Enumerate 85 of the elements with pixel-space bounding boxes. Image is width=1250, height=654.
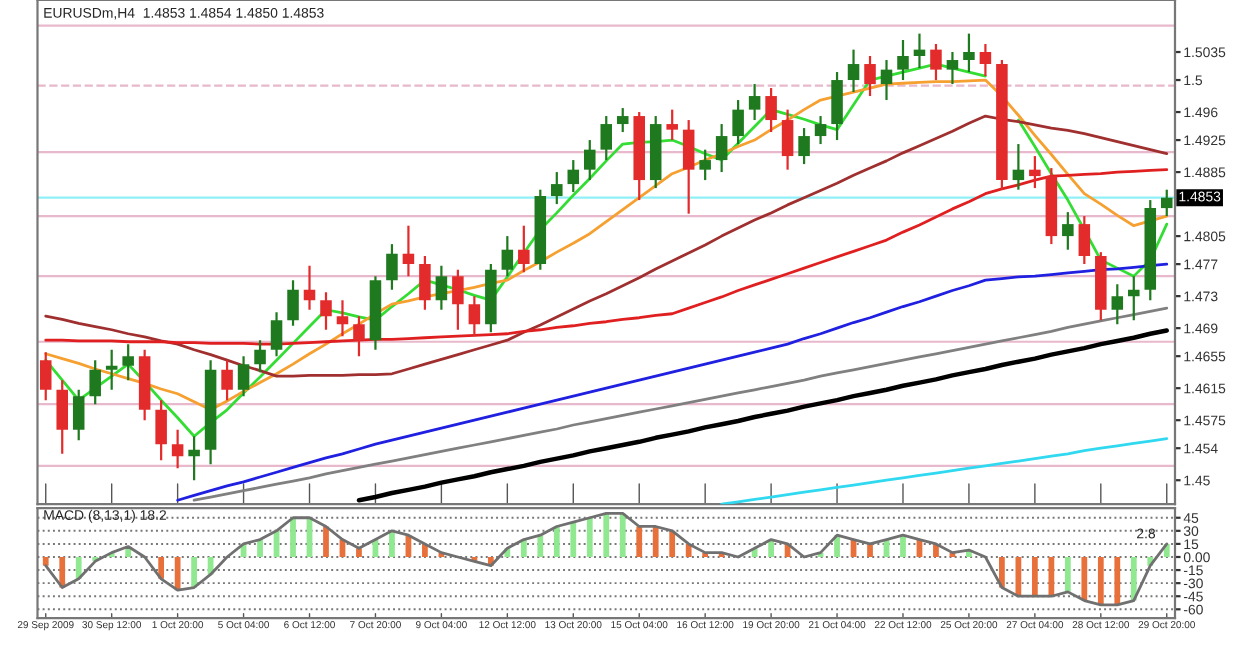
- bar: [1114, 556, 1121, 605]
- bar: [323, 526, 329, 557]
- candlestick: [122, 343, 134, 382]
- candlestick: [831, 70, 843, 142]
- candlestick: [221, 359, 233, 402]
- candlestick: [963, 32, 975, 74]
- candlestick: [56, 379, 68, 455]
- candlestick: [171, 428, 184, 470]
- candlestick: [765, 86, 777, 134]
- candlestick: [188, 435, 200, 482]
- bar: [1064, 556, 1071, 592]
- candlestick: [814, 114, 827, 146]
- candlestick: [930, 42, 942, 82]
- candlestick: [468, 295, 481, 338]
- candlestick: [1160, 188, 1173, 218]
- bar: [636, 526, 643, 557]
- candlestick: [897, 38, 909, 82]
- candlestick: [254, 339, 266, 374]
- candlestick: [946, 50, 959, 86]
- bar: [42, 556, 49, 566]
- bar: [389, 530, 395, 557]
- bar: [257, 539, 263, 557]
- bar: [1048, 556, 1055, 597]
- line-series: [44, 512, 1169, 607]
- candlestick: [715, 122, 728, 174]
- candlestick: [699, 148, 711, 182]
- candlestick: [270, 311, 283, 358]
- candlestick: [748, 82, 761, 122]
- bar: [520, 539, 527, 557]
- candlestick: [237, 355, 250, 398]
- candlestick: [155, 399, 167, 462]
- candlestick: [287, 279, 299, 327]
- candlestick: [320, 291, 332, 331]
- candlestick: [518, 224, 530, 274]
- line-series: [356, 328, 1169, 503]
- bar: [603, 513, 610, 557]
- bar: [174, 556, 181, 591]
- candlestick: [402, 224, 415, 278]
- candlestick: [39, 351, 52, 402]
- bar: [537, 535, 544, 557]
- candlestick: [336, 299, 349, 338]
- bar: [867, 543, 873, 557]
- candlestick: [303, 264, 316, 311]
- bar: [619, 513, 626, 557]
- bar: [570, 522, 577, 557]
- line-series: [176, 262, 1169, 502]
- bar: [1081, 556, 1088, 601]
- bar: [669, 530, 676, 557]
- candlestick: [880, 58, 893, 102]
- candlestick: [682, 118, 695, 215]
- bar: [290, 517, 296, 557]
- candlestick: [781, 108, 794, 171]
- candlestick: [551, 170, 563, 206]
- candlestick: [435, 264, 448, 311]
- candlestick: [583, 138, 596, 182]
- candlestick: [72, 388, 85, 442]
- candlestick: [105, 348, 118, 391]
- candlestick: [798, 126, 810, 166]
- candlestick: [567, 158, 580, 194]
- bar: [586, 517, 593, 557]
- bar: [1097, 556, 1104, 605]
- bar: [1031, 556, 1038, 597]
- candlestick: [979, 42, 992, 78]
- candlestick: [666, 108, 678, 142]
- candlestick: [732, 98, 744, 146]
- candlestick: [1012, 142, 1025, 191]
- bar: [900, 535, 906, 557]
- candlestick: [1111, 283, 1124, 326]
- candlestick: [1062, 210, 1074, 251]
- candlestick: [864, 54, 876, 98]
- candlestick: [501, 235, 514, 278]
- candlestick: [419, 255, 431, 311]
- candlestick: [386, 243, 398, 291]
- bar: [652, 526, 659, 557]
- candlestick: [616, 106, 629, 134]
- bar: [191, 556, 197, 588]
- bar: [1130, 556, 1137, 601]
- candlestick: [1128, 275, 1140, 322]
- candlestick: [1078, 214, 1091, 266]
- candlestick: [89, 359, 101, 406]
- line-series: [720, 437, 1169, 505]
- bar: [553, 526, 560, 557]
- candlestick: [452, 268, 464, 331]
- candlestick: [600, 114, 613, 162]
- candlestick: [847, 48, 860, 94]
